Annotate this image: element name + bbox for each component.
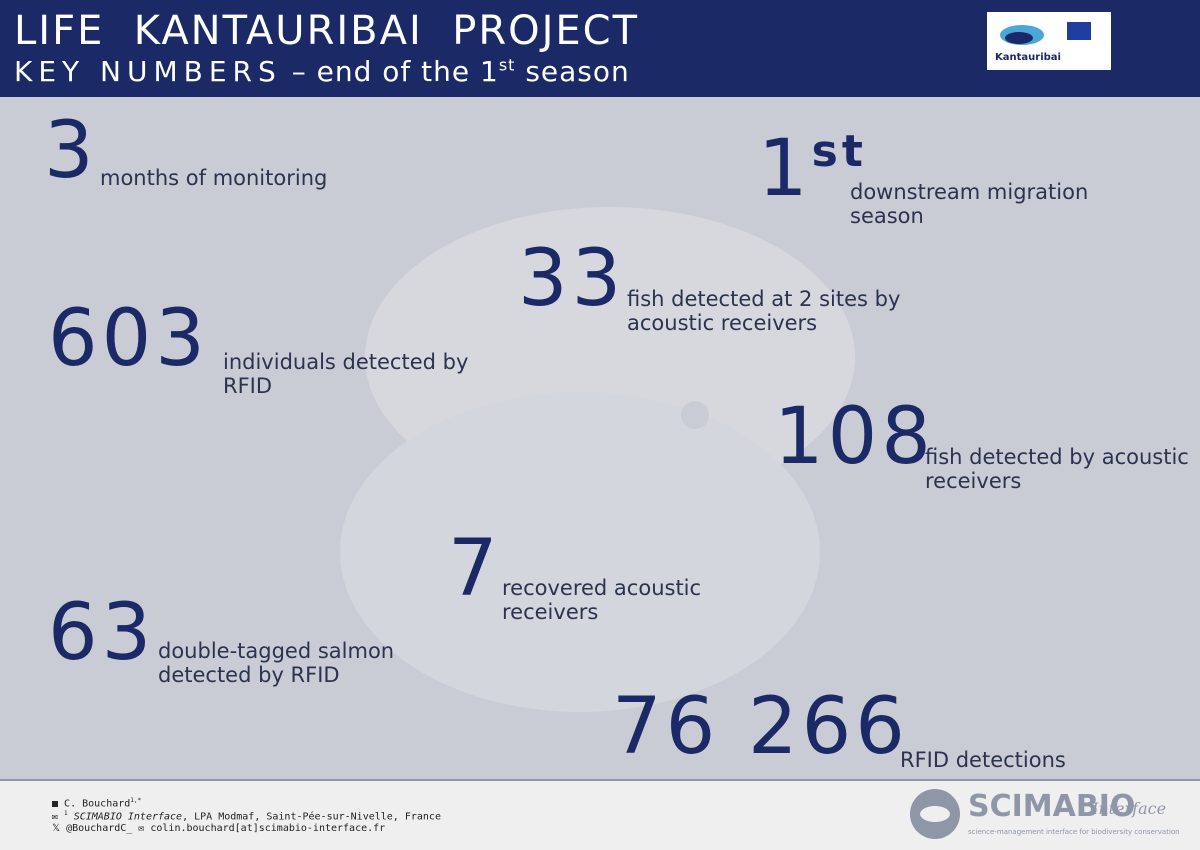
eu-flag xyxy=(1067,22,1091,40)
stat-number-text: 33 xyxy=(518,234,626,324)
affil-org: SCIMABIO Interface xyxy=(73,811,183,823)
stat-label-line: recovered acoustic xyxy=(502,576,702,600)
twitter: @BouchardC_ xyxy=(66,823,133,834)
subtitle-rest: – end of the 1 xyxy=(291,55,499,88)
brand: SCIMABIO xyxy=(968,789,1136,824)
stat-number: 3 xyxy=(44,112,98,190)
stat-label: recovered acoustic receivers xyxy=(502,576,701,624)
stat-number: 63 xyxy=(48,594,155,672)
stat-number-text: 1 xyxy=(758,124,812,214)
subtitle-end: season xyxy=(525,55,630,88)
stat-number-suffix: st xyxy=(811,126,867,177)
stat-label: downstream migration season xyxy=(850,180,1088,228)
footer: ■ C. Bouchard1,* ✉ 1 SCIMABIO Interface,… xyxy=(0,779,1200,850)
stat-number: 7 xyxy=(448,530,502,608)
author-sup: 1,* xyxy=(130,797,142,804)
stat-number: 603 xyxy=(48,300,209,378)
stat-label: fish detected at 2 sites by acoustic rece… xyxy=(627,287,900,335)
stat-label: months of monitoring xyxy=(100,166,327,190)
stat-label-line: individuals detected by xyxy=(223,350,469,374)
stat-label-line: fish detected by acoustic xyxy=(925,445,1189,469)
stat-label-line: season xyxy=(850,204,924,228)
logo-box: Kantauribai xyxy=(987,12,1111,70)
author: ■ C. Bouchard1,* xyxy=(52,797,142,810)
affil-rest: , LPA Modmaf, Saint-Pée-sur-Nivelle, Fra… xyxy=(182,811,441,823)
header: LIFE KANTAURIBAI PROJECT KEY NUMBERS – e… xyxy=(0,0,1200,97)
stat-label: RFID detections xyxy=(900,748,1066,772)
stat-number: 33 xyxy=(518,240,625,318)
contacts: 𝕏 @BouchardC_ ✉ colin.bouchard[at]scimab… xyxy=(52,823,386,834)
stat-label-line: RFID detections xyxy=(900,748,1066,772)
affil-sup: 1 xyxy=(64,810,68,817)
logo-text: Kantauribai xyxy=(995,52,1061,63)
stat-label-line: receivers xyxy=(502,600,599,624)
stat-number-text: 7 xyxy=(448,524,502,614)
scimabio-logo xyxy=(910,789,960,839)
subtitle: KEY NUMBERS – end of the 1st season xyxy=(14,55,630,88)
author-name: C. Bouchard xyxy=(64,798,131,810)
stat-label-line: acoustic receivers xyxy=(627,311,818,335)
email: colin.bouchard[at]scimabio-interface.fr xyxy=(150,823,386,834)
stat-label-line: fish detected at 2 sites by xyxy=(627,287,901,311)
fish-body-bottom xyxy=(340,392,820,712)
stat-label-line: downstream migration xyxy=(850,180,1089,204)
stat-label: fish detected by acoustic receivers xyxy=(925,445,1189,493)
title: LIFE KANTAURIBAI PROJECT xyxy=(14,8,640,54)
stat-number-text: 108 xyxy=(774,392,935,482)
stat-label-line: RFID xyxy=(223,374,273,398)
brand-tagline: science-management interface for biodive… xyxy=(968,828,1180,836)
stat-number-text: 63 xyxy=(48,588,156,678)
subtitle-sup: st xyxy=(498,55,516,75)
stat-number-text: 76 266 xyxy=(612,682,909,772)
stat-number-text: 3 xyxy=(44,106,98,196)
stat-label-line: months of monitoring xyxy=(100,166,328,190)
stat-label-line: double-tagged salmon xyxy=(158,639,395,663)
stat-number: 108 xyxy=(774,398,935,476)
stat-label-line: receivers xyxy=(925,469,1022,493)
stat-number: 1st xyxy=(758,130,867,209)
stat-label: individuals detected by RFID xyxy=(223,350,468,398)
subtitle-main: KEY NUMBERS xyxy=(14,55,282,88)
stat-label-line: detected by RFID xyxy=(158,663,340,687)
fish-eye xyxy=(681,401,709,429)
stat-label: double-tagged salmon detected by RFID xyxy=(158,639,394,687)
affiliation: ✉ 1 SCIMABIO Interface, LPA Modmaf, Sain… xyxy=(52,810,441,823)
stat-number: 76 266 xyxy=(612,688,909,766)
fish-watermark xyxy=(340,207,855,712)
stat-number-text: 603 xyxy=(48,294,209,384)
kantauribai-logo xyxy=(1000,25,1044,45)
brand-script: Interface xyxy=(1092,799,1167,818)
